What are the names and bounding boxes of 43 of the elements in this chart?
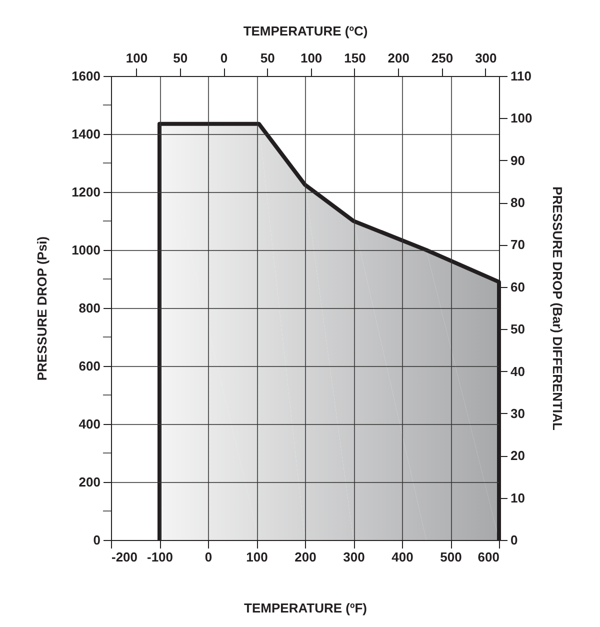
y2-tick-label: 10 [510,490,525,506]
x2-tick-label: 50 [173,50,188,66]
y2-tick-label: 60 [510,279,525,294]
y2-tick-label: 110 [510,68,532,84]
x-tick-label: -100 [146,550,174,564]
y-tick-label: 1400 [72,126,100,142]
x-tick-label: 600 [478,550,500,564]
y-tick-label: 1600 [72,68,100,84]
y2-tick-label: 70 [510,237,525,252]
x2-tick-label: 50 [260,50,275,66]
y2-tick-label: 30 [510,406,525,421]
y-tick-label: 600 [78,358,100,374]
y2-tick-label: 80 [510,195,525,210]
x2-tick-label: 250 [431,50,454,66]
x-tick-label: 300 [343,550,365,564]
x2-tick-label: 150 [344,50,366,66]
y-tick-label: 0 [93,532,100,548]
x2-tick-label: 100 [126,50,148,66]
x-tick-label: 0 [204,550,212,564]
x2-tick-label: 100 [300,50,322,66]
y2-tick-label: 0 [510,532,518,548]
y2-tick-label: 100 [510,110,532,126]
y-tick-label: 800 [78,300,100,316]
y-axis-title: PRESSURE DROP (Psi) [34,236,50,381]
y-tick-label: 1200 [72,184,100,200]
y2-tick-label: 90 [510,152,525,168]
x-tick-label: 200 [294,550,316,564]
y2-tick-label: 20 [510,448,525,464]
x-tick-label: 400 [392,550,414,564]
x2-axis-title: TEMPERATURE (ºC) [243,24,368,38]
x2-tick-label: 300 [475,50,497,66]
x2-tick-label: 0 [220,50,228,66]
x-tick-label: 500 [440,550,462,564]
x-tick-label: -200 [112,550,138,564]
y-tick-label: 200 [78,474,100,490]
x-tick-label: 100 [246,550,268,564]
y2-tick-label: 40 [510,364,525,379]
y2-axis-title: PRESSURE DROP (Bar) DIFFERENTIAL [550,186,566,430]
x-axis-title: TEMPERATURE (ºF) [244,600,367,616]
y-tick-label: 1000 [72,242,100,258]
x2-tick-label: 200 [388,50,410,66]
y2-tick-label: 50 [510,322,525,337]
y-tick-label: 400 [78,416,100,432]
